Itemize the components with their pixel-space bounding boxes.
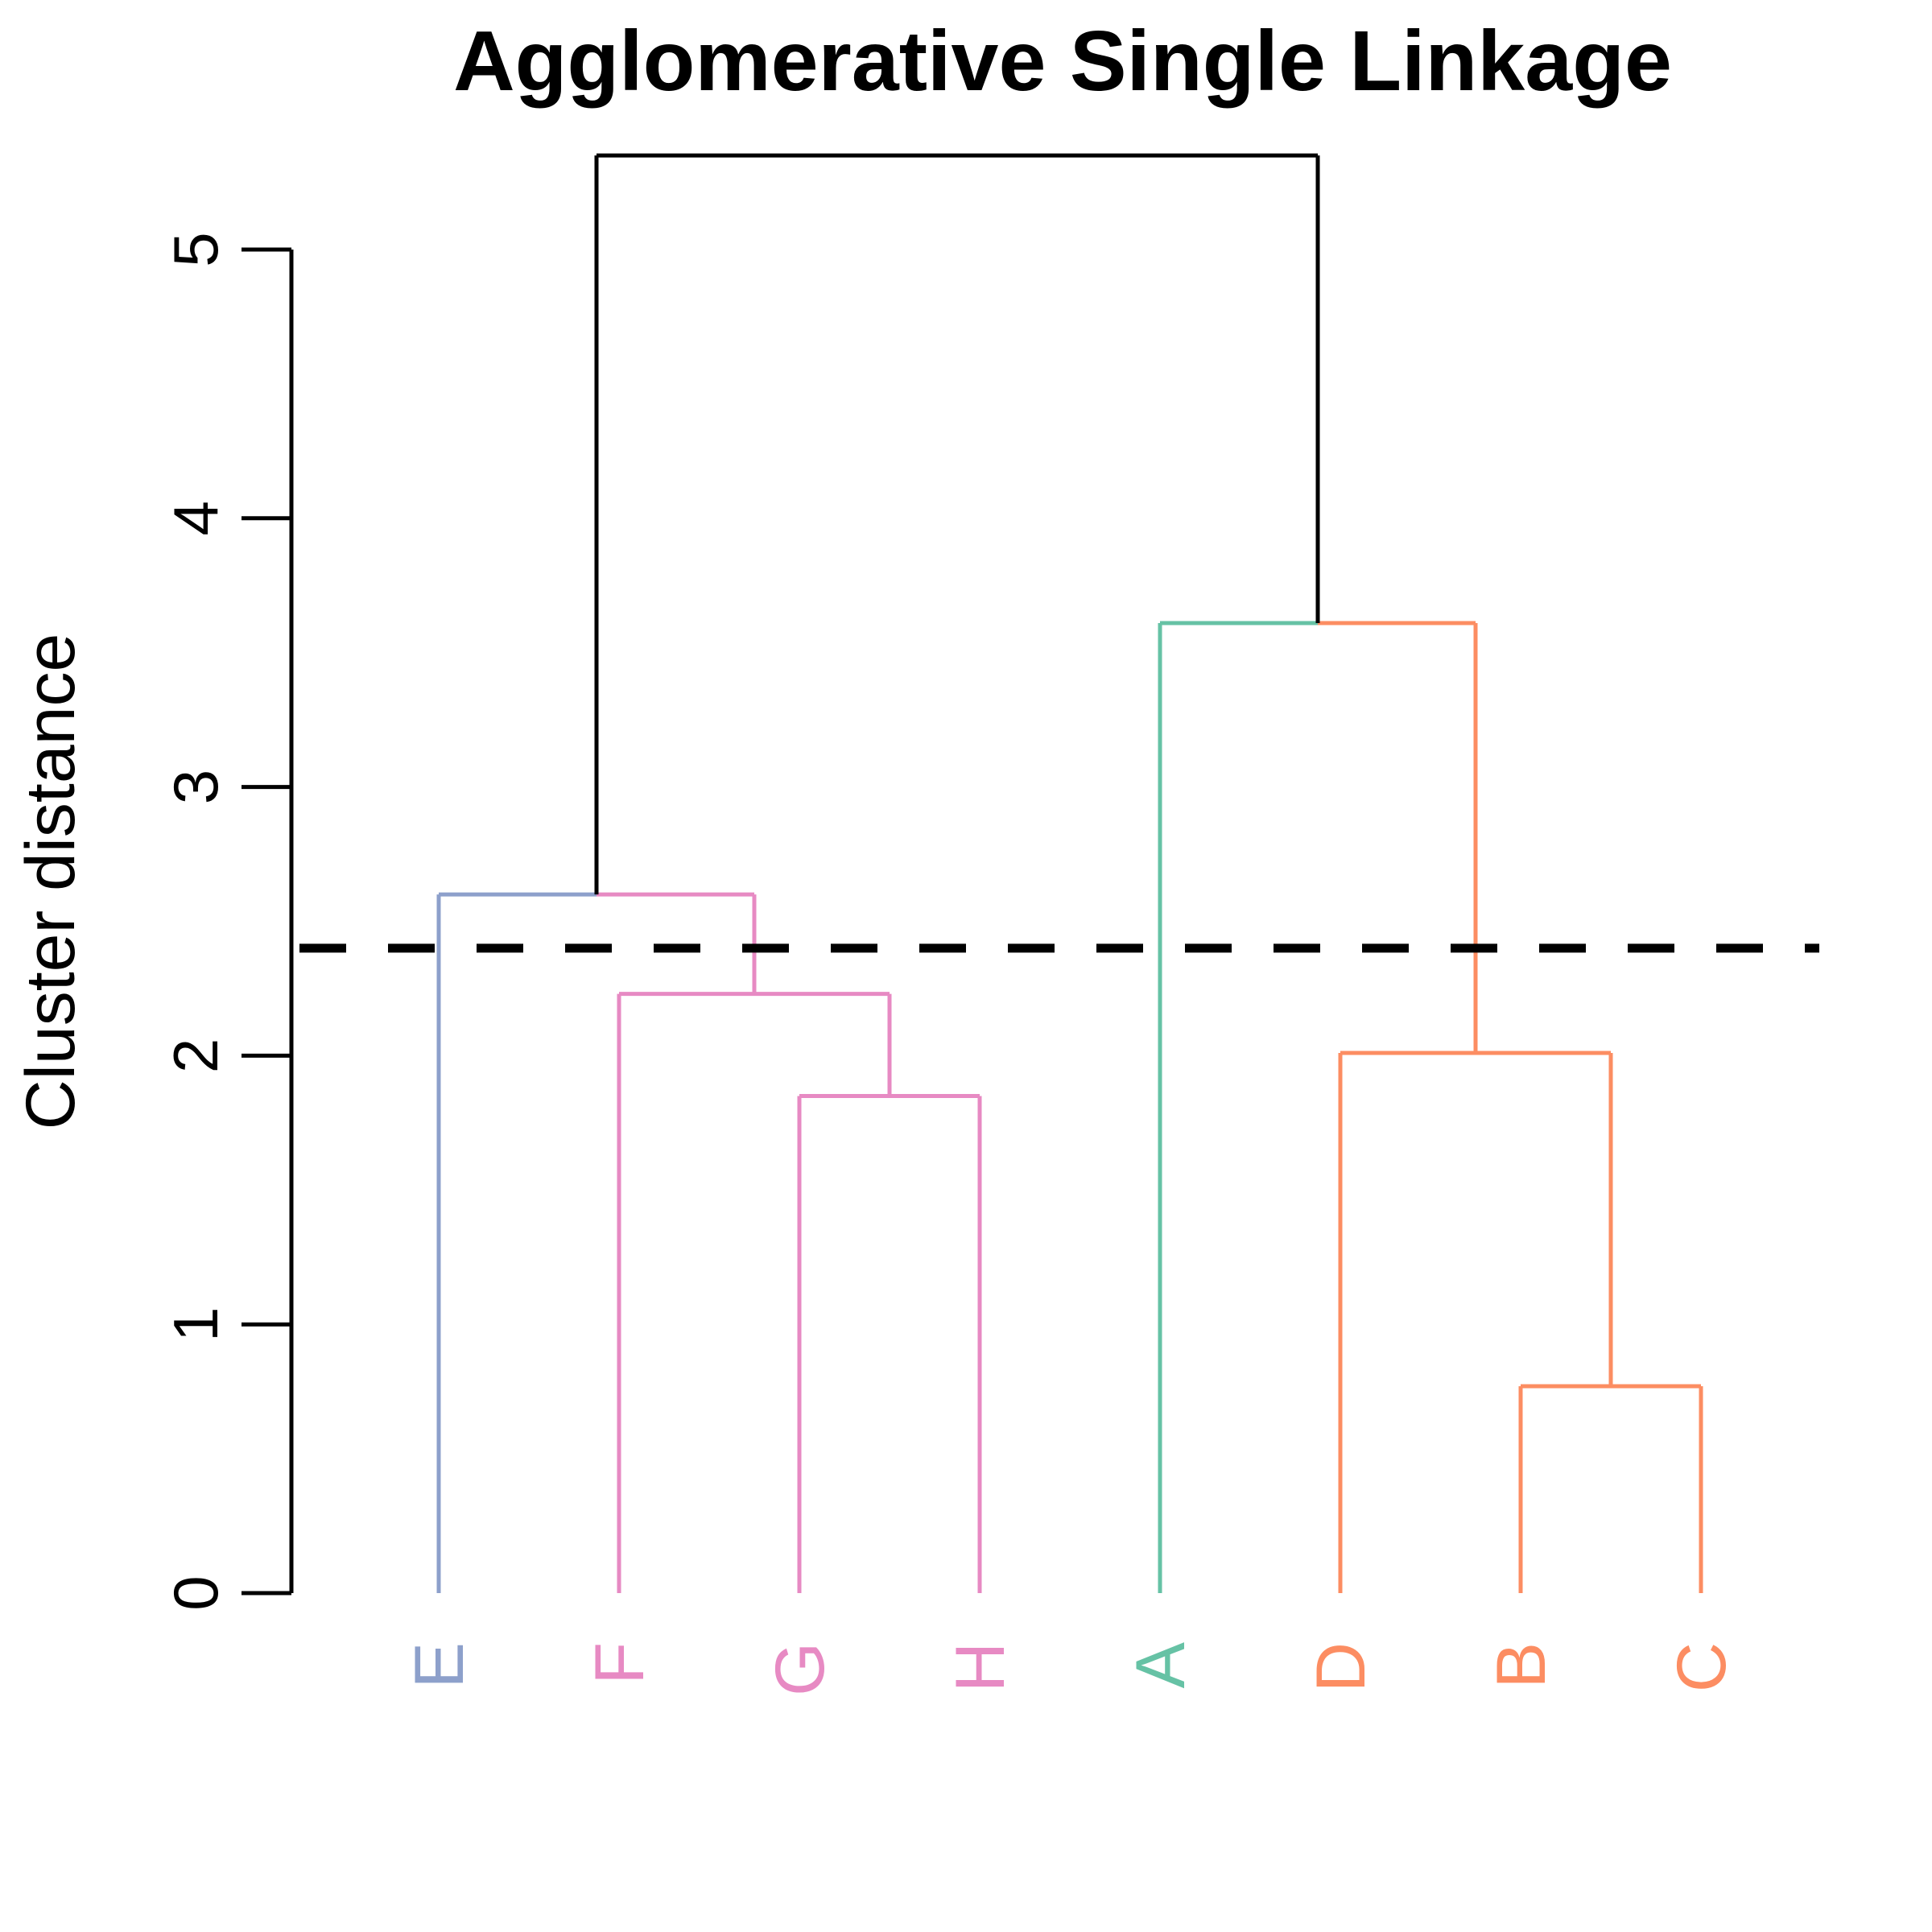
- leaf-label-C: C: [1663, 1642, 1740, 1692]
- leaf-label-G: G: [762, 1642, 839, 1696]
- leaf-label-B: B: [1483, 1642, 1560, 1688]
- leaf-label-H: H: [942, 1642, 1019, 1692]
- y-axis-label: Cluster distance: [12, 634, 89, 1130]
- y-tick-label-0: 0: [160, 1575, 231, 1610]
- y-tick-label-1: 1: [160, 1307, 231, 1342]
- y-tick-label-2: 2: [160, 1038, 231, 1073]
- y-tick-label-4: 4: [160, 501, 231, 535]
- merge-A-D+B+C: [1158, 621, 1478, 1593]
- leaf-label-E: E: [401, 1642, 478, 1688]
- y-axis: 0 1 2 3 4 5: [160, 232, 294, 1611]
- leaf-label-D: D: [1302, 1642, 1380, 1692]
- dendrogram-branches: [436, 153, 1703, 1593]
- merge-E+F+G+H-A+D+B+C: [594, 153, 1320, 895]
- merge-D-B+C: [1338, 1051, 1613, 1593]
- leaf-label-A: A: [1122, 1641, 1199, 1688]
- merge-E-F+G+H: [436, 892, 757, 1593]
- y-tick-label-3: 3: [160, 770, 231, 804]
- y-tick-label-5: 5: [160, 232, 231, 266]
- merge-F-G+H: [617, 992, 892, 1593]
- chart-title: Agglomerative Single Linkage: [453, 14, 1672, 109]
- leaf-label-F: F: [581, 1642, 658, 1685]
- merge-G-H: [797, 1093, 982, 1593]
- merge-B-C: [1518, 1384, 1703, 1593]
